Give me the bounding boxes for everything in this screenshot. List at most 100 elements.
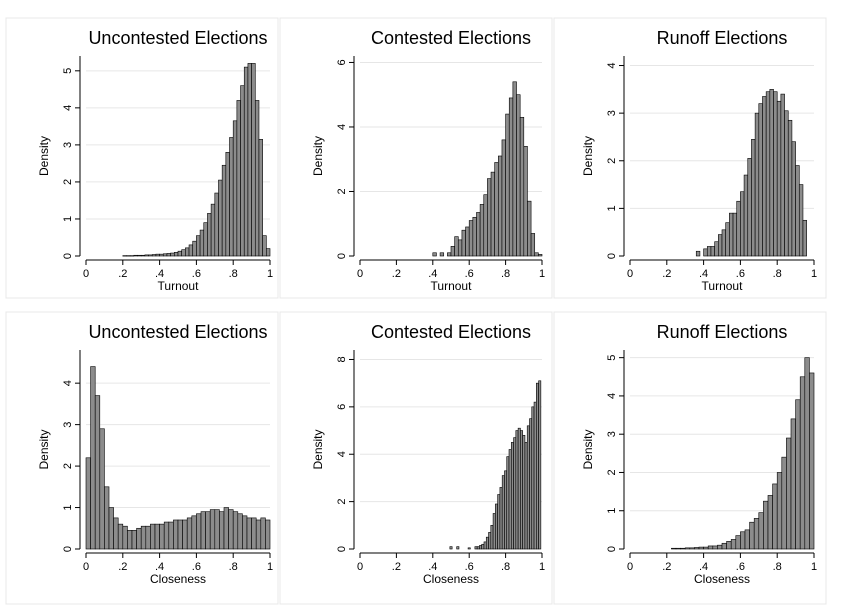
histogram-bar	[754, 112, 760, 257]
x-tick-label: .2	[662, 268, 671, 280]
y-tick-label: 4	[606, 393, 618, 399]
histogram-bar	[122, 255, 127, 257]
histogram-bar	[432, 252, 437, 257]
histogram-bar	[209, 509, 216, 550]
histogram-bar	[148, 254, 153, 257]
histogram-bar	[718, 234, 723, 257]
x-tick-label: .6	[736, 268, 745, 280]
histogram-bar	[243, 66, 249, 257]
panel-title: Runoff Elections	[657, 322, 788, 342]
histogram-bar	[684, 547, 691, 550]
x-tick-label: .6	[192, 268, 201, 280]
histogram-bar	[159, 253, 164, 257]
histogram-bar	[483, 541, 487, 550]
histogram-bar	[454, 236, 459, 257]
histogram-bar	[490, 525, 494, 550]
histogram-bar	[786, 437, 792, 550]
histogram-bar	[229, 137, 234, 257]
y-tick-label: 6	[336, 59, 348, 65]
x-tick-label: 0	[83, 561, 89, 573]
histogram-bar	[538, 254, 543, 257]
histogram-bar	[519, 116, 525, 257]
histogram-bar	[188, 244, 194, 257]
histogram-bar	[151, 254, 157, 257]
histogram-bar	[790, 418, 796, 550]
histogram-bar	[246, 517, 252, 550]
y-axis-label: Density	[37, 429, 51, 469]
histogram-bar	[181, 249, 186, 257]
chart-panel-1: 0 .2 .4 .6 .8 1 0 1 2 3 4 5 Uncontested Elections Tur…	[5, 17, 279, 299]
y-tick-label: 4	[62, 380, 74, 386]
x-tick-label: .4	[155, 268, 164, 280]
histogram-bar	[127, 530, 133, 550]
histogram-bar	[199, 229, 205, 257]
y-tick-label: 6	[336, 404, 348, 410]
histogram-bar	[527, 200, 532, 257]
histogram-bar	[266, 248, 271, 257]
histogram-bar	[772, 483, 778, 550]
histogram-bar	[706, 246, 712, 257]
y-tick-label: 3	[606, 110, 618, 116]
histogram-bar	[512, 81, 517, 257]
histogram-bar	[251, 517, 257, 550]
histogram-bar	[479, 204, 485, 257]
histogram-bar	[85, 457, 91, 550]
y-tick-label: 0	[606, 546, 618, 552]
x-tick-label: 1	[811, 561, 817, 573]
histogram-bar	[531, 406, 535, 550]
histogram-bar	[476, 212, 481, 257]
histogram-bar	[795, 399, 801, 550]
x-tick-label: .4	[155, 561, 164, 573]
x-tick-label: .4	[428, 561, 437, 573]
histogram-bar	[170, 252, 175, 257]
histogram-bar	[467, 547, 471, 550]
histogram-bar	[536, 382, 539, 550]
histogram-bar	[721, 229, 726, 257]
histogram-bar	[182, 519, 188, 550]
histogram-bar	[99, 428, 105, 550]
x-tick-label: .6	[736, 561, 745, 573]
histogram-bar	[703, 248, 708, 257]
histogram-bar	[232, 511, 239, 550]
y-tick-label: 4	[336, 124, 348, 130]
y-tick-label: 2	[62, 463, 74, 469]
histogram-bar	[730, 539, 737, 550]
histogram-bar	[449, 546, 453, 550]
histogram-bar	[802, 219, 807, 257]
histogram-bar	[758, 512, 764, 550]
y-tick-label: 3	[606, 431, 618, 437]
histogram-bar	[695, 250, 701, 257]
x-tick-label: .8	[229, 268, 238, 280]
x-axis-label: Turnout	[431, 279, 473, 293]
histogram-bar	[490, 171, 495, 257]
histogram-bar	[516, 94, 521, 257]
y-tick-label: 0	[336, 253, 348, 259]
histogram-bar	[140, 254, 146, 257]
histogram-bar	[791, 141, 796, 257]
histogram-bar	[510, 442, 514, 550]
histogram-bar	[485, 536, 489, 550]
panel-title: Runoff Elections	[657, 28, 788, 48]
x-tick-label: .6	[465, 268, 474, 280]
histogram-bar	[232, 120, 238, 257]
x-tick-label: 1	[267, 268, 273, 280]
histogram-bar	[726, 541, 732, 550]
x-tick-label: .2	[118, 268, 127, 280]
x-tick-label: .4	[699, 268, 708, 280]
histogram-bar	[758, 103, 763, 257]
y-tick-label: 0	[336, 546, 348, 552]
y-tick-label: 2	[606, 158, 618, 164]
x-tick-label: .8	[501, 561, 510, 573]
histogram-bar	[240, 85, 245, 257]
histogram-bar	[487, 178, 492, 257]
y-tick-label: 2	[336, 499, 348, 505]
histogram-bar	[129, 255, 135, 257]
histogram-bar	[94, 395, 101, 550]
histogram-bar	[526, 425, 530, 550]
histogram-bar	[113, 517, 119, 550]
x-tick-label: 1	[267, 561, 273, 573]
histogram-bar	[780, 93, 785, 257]
histogram-bar	[163, 521, 170, 550]
histogram-bar	[223, 507, 229, 550]
histogram-bar	[186, 517, 193, 550]
